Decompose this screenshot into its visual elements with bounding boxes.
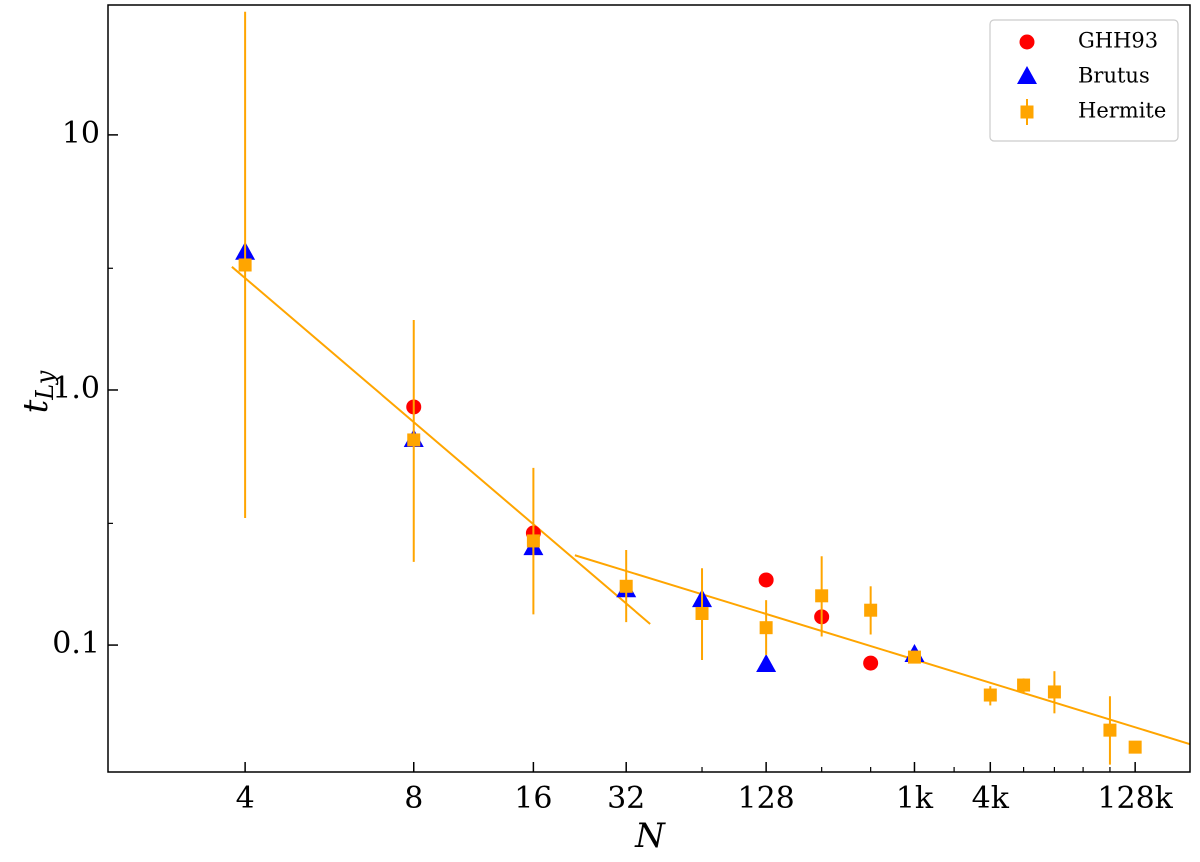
- point: [695, 606, 709, 620]
- legend-marker: [1017, 66, 1037, 84]
- point: [526, 534, 540, 548]
- point: [863, 655, 879, 671]
- plot-area: [231, 11, 1190, 765]
- point: [756, 654, 777, 673]
- legend-marker: [1020, 105, 1034, 119]
- legend-marker: [1019, 34, 1035, 50]
- y-tick-label: 1.0: [52, 371, 100, 406]
- legend-label: Hermite: [1078, 99, 1166, 123]
- x-tick-label: 128k: [1097, 781, 1173, 816]
- point: [983, 688, 997, 702]
- x-tick-label: 4: [236, 781, 255, 816]
- fit-line: [231, 266, 651, 625]
- point: [759, 621, 773, 635]
- x-tick-label: 1k: [896, 781, 934, 816]
- point: [758, 572, 774, 588]
- y-tick-label: 10: [62, 116, 100, 151]
- legend: GHH93 Brutus Hermite: [989, 19, 1179, 142]
- y-label-subscript: Ly: [31, 370, 59, 401]
- point: [407, 433, 421, 447]
- point: [1103, 723, 1117, 737]
- point: [1128, 740, 1142, 754]
- x-tick-label: 8: [404, 781, 423, 816]
- legend-box: [989, 19, 1179, 142]
- y-axis-label: tLy: [16, 370, 59, 413]
- x-tick-label: 4k: [972, 781, 1010, 816]
- point: [1017, 678, 1031, 692]
- point: [907, 650, 921, 664]
- x-tick-label: 16: [514, 781, 552, 816]
- point: [619, 579, 633, 593]
- legend-label: GHH93: [1078, 29, 1158, 53]
- plot-frame: [107, 4, 1191, 773]
- x-axis-label: N: [634, 816, 666, 856]
- y-tick-label: 0.1: [52, 626, 100, 661]
- fit-line: [574, 554, 1190, 746]
- point: [1047, 685, 1061, 699]
- y-label-main: t: [16, 399, 56, 413]
- point: [864, 603, 878, 617]
- point: [815, 589, 829, 603]
- point: [238, 258, 252, 272]
- legend-label: Brutus: [1078, 64, 1150, 88]
- x-tick-label: 128: [738, 781, 795, 816]
- x-tick-label: 32: [607, 781, 645, 816]
